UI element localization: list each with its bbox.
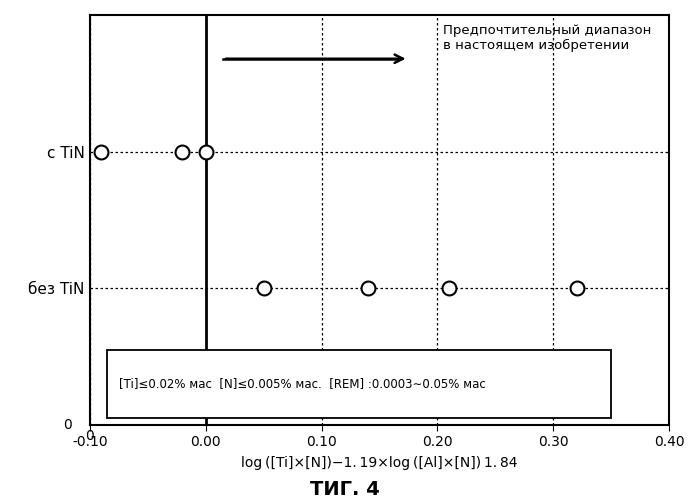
X-axis label: log ([Ti]×[N])−1. 19×log ([Al]×[N]) 1. 84: log ([Ti]×[N])−1. 19×log ([Al]×[N]) 1. 8… [241, 456, 518, 470]
Text: 0: 0 [63, 418, 72, 432]
Text: [Ti]≤0.02% мас  [N]≤0.005% мас.  [REM] :0.0003∼0.05% мас: [Ti]≤0.02% мас [N]≤0.005% мас. [REM] :0.… [119, 378, 486, 390]
Text: 0: 0 [86, 429, 94, 443]
Text: ΤИГ. 4: ΤИГ. 4 [310, 480, 380, 499]
Text: Предпочтительный диапазон
в настоящем изобретении: Предпочтительный диапазон в настоящем из… [443, 24, 651, 52]
Bar [107, 350, 611, 418]
